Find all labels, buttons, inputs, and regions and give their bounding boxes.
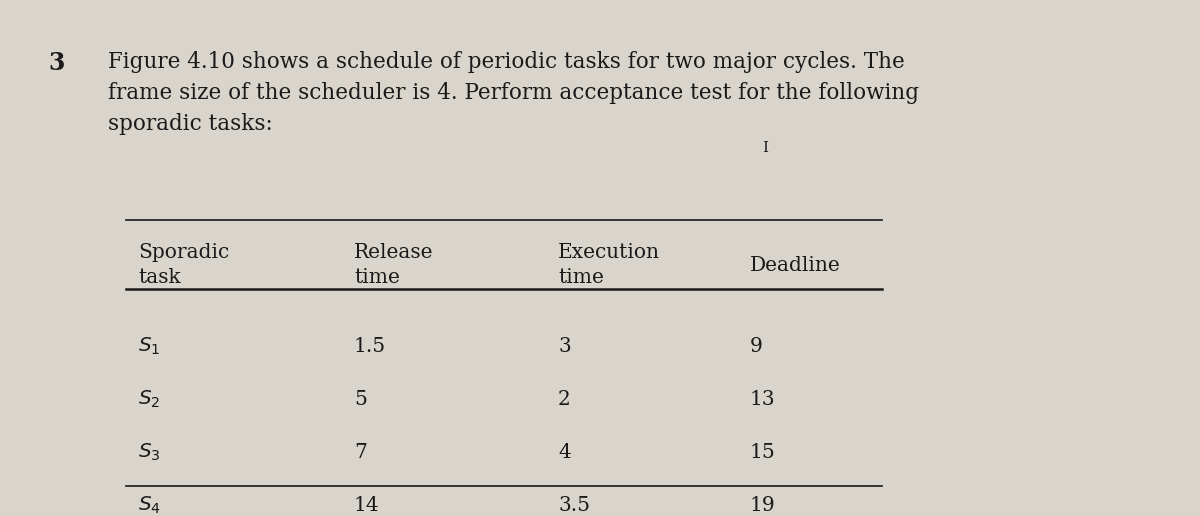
Text: Execution
time: Execution time (558, 244, 660, 287)
Text: 19: 19 (750, 496, 775, 515)
Text: 3.5: 3.5 (558, 496, 590, 515)
Text: $S_1$: $S_1$ (138, 335, 161, 357)
Text: $S_4$: $S_4$ (138, 495, 161, 516)
Text: 13: 13 (750, 390, 775, 409)
Text: 3: 3 (558, 336, 571, 356)
Text: I: I (762, 141, 768, 155)
Text: 2: 2 (558, 390, 571, 409)
Text: 7: 7 (354, 443, 367, 462)
Text: Sporadic
task: Sporadic task (138, 244, 229, 287)
Text: $S_3$: $S_3$ (138, 442, 161, 463)
Text: 1.5: 1.5 (354, 336, 386, 356)
Text: 3: 3 (48, 51, 65, 74)
Text: Figure 4.10 shows a schedule of periodic tasks for two major cycles. The
frame s: Figure 4.10 shows a schedule of periodic… (108, 51, 919, 135)
Text: Deadline: Deadline (750, 256, 841, 275)
Text: 4: 4 (558, 443, 571, 462)
Text: 15: 15 (750, 443, 775, 462)
Text: Release
time: Release time (354, 244, 433, 287)
Text: 14: 14 (354, 496, 379, 515)
Text: $S_2$: $S_2$ (138, 389, 161, 410)
Text: 5: 5 (354, 390, 367, 409)
Text: 9: 9 (750, 336, 763, 356)
